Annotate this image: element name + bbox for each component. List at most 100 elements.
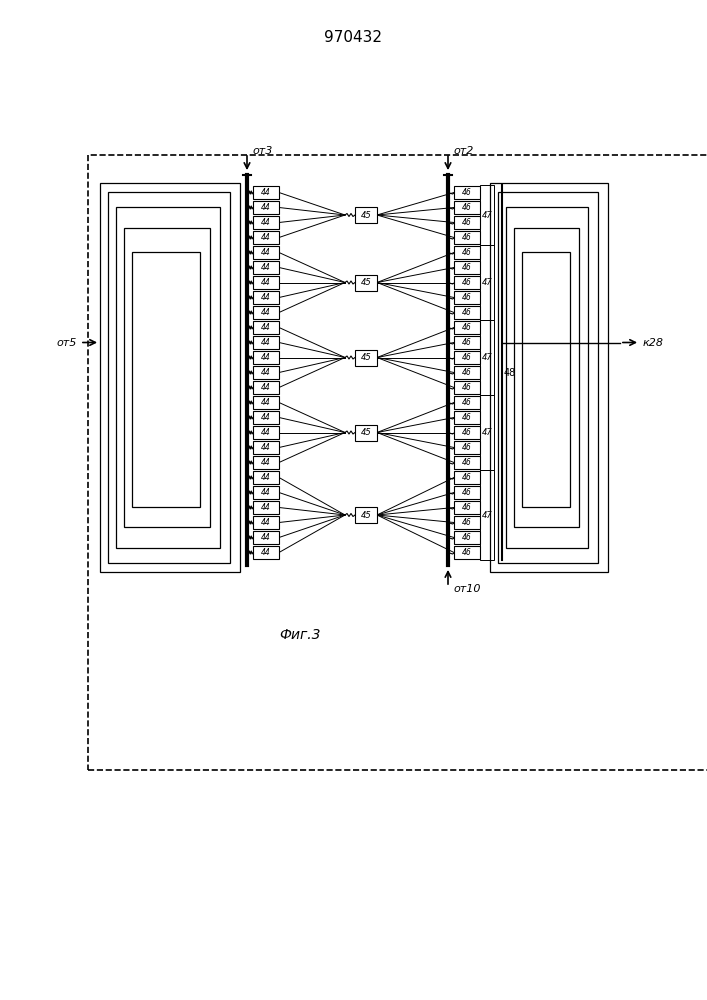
Bar	[253, 201, 279, 214]
Text: 46: 46	[462, 548, 472, 557]
Text: 46: 46	[462, 368, 472, 377]
Bar	[454, 441, 480, 454]
Bar	[454, 531, 480, 544]
Text: 44: 44	[261, 383, 271, 392]
Bar	[454, 471, 480, 484]
Bar	[454, 396, 480, 409]
Text: от5: от5	[57, 338, 77, 348]
Text: к28: к28	[643, 338, 664, 348]
Bar	[88, 155, 707, 770]
Text: 44: 44	[261, 518, 271, 527]
Bar	[253, 471, 279, 484]
Bar	[454, 411, 480, 424]
Bar	[116, 207, 220, 548]
Bar	[480, 245, 494, 320]
Bar	[454, 366, 480, 379]
Text: 46: 46	[462, 233, 472, 242]
Bar	[100, 183, 240, 572]
Bar	[253, 381, 279, 394]
Text: 46: 46	[462, 308, 472, 317]
Bar	[454, 516, 480, 529]
Bar	[480, 185, 494, 245]
Bar	[253, 486, 279, 499]
Bar	[454, 246, 480, 259]
Text: 46: 46	[462, 383, 472, 392]
Text: 44: 44	[261, 473, 271, 482]
Text: от2: от2	[453, 146, 474, 156]
Text: 46: 46	[462, 323, 472, 332]
Text: 970432: 970432	[324, 29, 382, 44]
Bar	[522, 252, 570, 507]
Text: 46: 46	[462, 443, 472, 452]
Text: 46: 46	[462, 338, 472, 347]
Bar	[253, 231, 279, 244]
Text: 45: 45	[361, 353, 371, 362]
Bar	[253, 366, 279, 379]
Bar	[454, 336, 480, 349]
Bar	[454, 306, 480, 319]
Bar	[454, 216, 480, 229]
Bar	[253, 186, 279, 199]
Bar	[355, 350, 377, 365]
Bar	[454, 201, 480, 214]
Bar	[253, 261, 279, 274]
Bar	[253, 546, 279, 559]
Text: 44: 44	[261, 413, 271, 422]
Text: 46: 46	[462, 413, 472, 422]
Text: 46: 46	[462, 503, 472, 512]
Text: 46: 46	[462, 353, 472, 362]
Bar	[253, 516, 279, 529]
Text: 46: 46	[462, 188, 472, 197]
Bar	[253, 291, 279, 304]
Text: 47: 47	[482, 510, 493, 520]
Bar	[454, 276, 480, 289]
Text: 47: 47	[482, 278, 493, 287]
Text: 44: 44	[261, 248, 271, 257]
Text: 44: 44	[261, 368, 271, 377]
Bar	[253, 411, 279, 424]
Text: 46: 46	[462, 218, 472, 227]
Text: 44: 44	[261, 308, 271, 317]
Bar	[355, 507, 377, 523]
Text: 44: 44	[261, 188, 271, 197]
Text: 46: 46	[462, 428, 472, 437]
Bar	[253, 321, 279, 334]
Bar	[454, 546, 480, 559]
Text: 46: 46	[462, 398, 472, 407]
Text: 44: 44	[261, 488, 271, 497]
Text: 44: 44	[261, 203, 271, 212]
Text: 44: 44	[261, 428, 271, 437]
Text: 48: 48	[504, 367, 516, 377]
Text: 46: 46	[462, 518, 472, 527]
Bar	[253, 351, 279, 364]
Bar	[253, 216, 279, 229]
Bar	[355, 207, 377, 223]
Bar	[454, 351, 480, 364]
Bar	[253, 441, 279, 454]
Text: 44: 44	[261, 218, 271, 227]
Bar	[253, 276, 279, 289]
Text: 46: 46	[462, 488, 472, 497]
Bar	[490, 183, 608, 572]
Text: Фиг.3: Фиг.3	[279, 628, 321, 642]
Text: 44: 44	[261, 398, 271, 407]
Text: от10: от10	[453, 584, 481, 594]
Bar	[124, 228, 210, 527]
Text: 46: 46	[462, 203, 472, 212]
Bar	[253, 456, 279, 469]
Bar	[253, 396, 279, 409]
Bar	[253, 501, 279, 514]
Text: 46: 46	[462, 293, 472, 302]
Bar	[253, 531, 279, 544]
Text: 44: 44	[261, 293, 271, 302]
Bar	[480, 395, 494, 470]
Text: 45: 45	[361, 510, 371, 520]
Text: 46: 46	[462, 278, 472, 287]
Bar	[253, 426, 279, 439]
Text: 44: 44	[261, 503, 271, 512]
Text: 46: 46	[462, 473, 472, 482]
Text: 46: 46	[462, 458, 472, 467]
Text: 46: 46	[462, 533, 472, 542]
Bar	[454, 486, 480, 499]
Text: 45: 45	[361, 428, 371, 437]
